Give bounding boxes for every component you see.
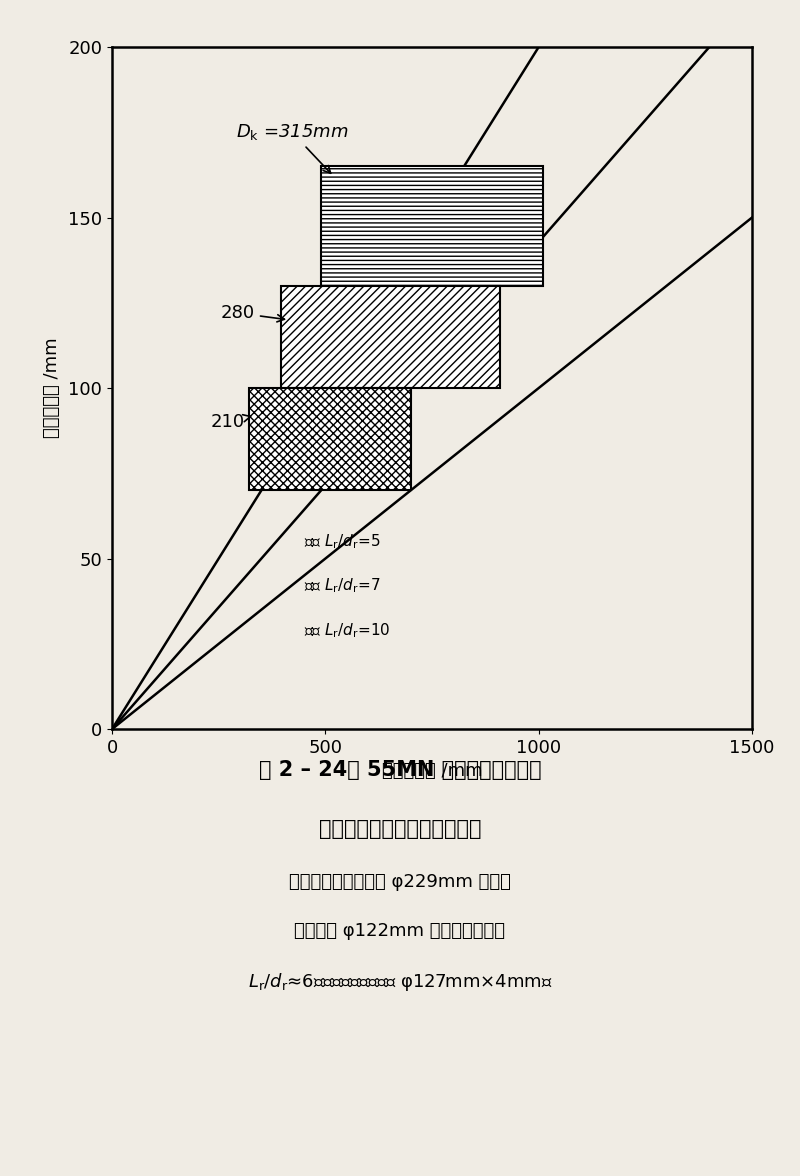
Text: $L_\mathrm{r}/d_\mathrm{r}$≈6；生产钢管的规格为 φ127mm×4mm）: $L_\mathrm{r}/d_\mathrm{r}$≈6；生产钢管的规格为 φ… [247, 971, 553, 993]
Text: 扩孔 $L_\mathrm{r}/d_\mathrm{r}$=10: 扩孔 $L_\mathrm{r}/d_\mathrm{r}$=10 [304, 621, 390, 640]
Text: 280: 280 [221, 305, 285, 322]
Bar [281, 286, 500, 388]
Text: 图 2 – 24　 55MN 挤压机挤压筒芯棒: 图 2 – 24 55MN 挤压机挤压筒芯棒 [258, 760, 542, 781]
Text: 直径与空心坏长度之间的关系: 直径与空心坏长度之间的关系 [318, 818, 482, 840]
Y-axis label: 穿孔针直径 /mm: 穿孔针直径 /mm [43, 338, 62, 439]
Text: $D_\mathrm{k}$ =315mm: $D_\mathrm{k}$ =315mm [236, 122, 348, 173]
Text: 用直径为 φ122mm 的扩孔头扩孔，: 用直径为 φ122mm 的扩孔头扩孔， [294, 922, 506, 941]
X-axis label: 空心坏长度 /mm: 空心坏长度 /mm [382, 762, 482, 781]
Text: 210: 210 [210, 413, 250, 432]
Text: 穿孔 $L_\mathrm{r}/d_\mathrm{r}$=7: 穿孔 $L_\mathrm{r}/d_\mathrm{r}$=7 [304, 576, 381, 595]
Bar [249, 388, 410, 490]
Text: （工艺条件：直径为 φ229mm 坏料，: （工艺条件：直径为 φ229mm 坏料， [289, 873, 511, 891]
Bar [321, 167, 543, 286]
Text: 穿孔 $L_\mathrm{r}/d_\mathrm{r}$=5: 穿孔 $L_\mathrm{r}/d_\mathrm{r}$=5 [304, 533, 381, 550]
